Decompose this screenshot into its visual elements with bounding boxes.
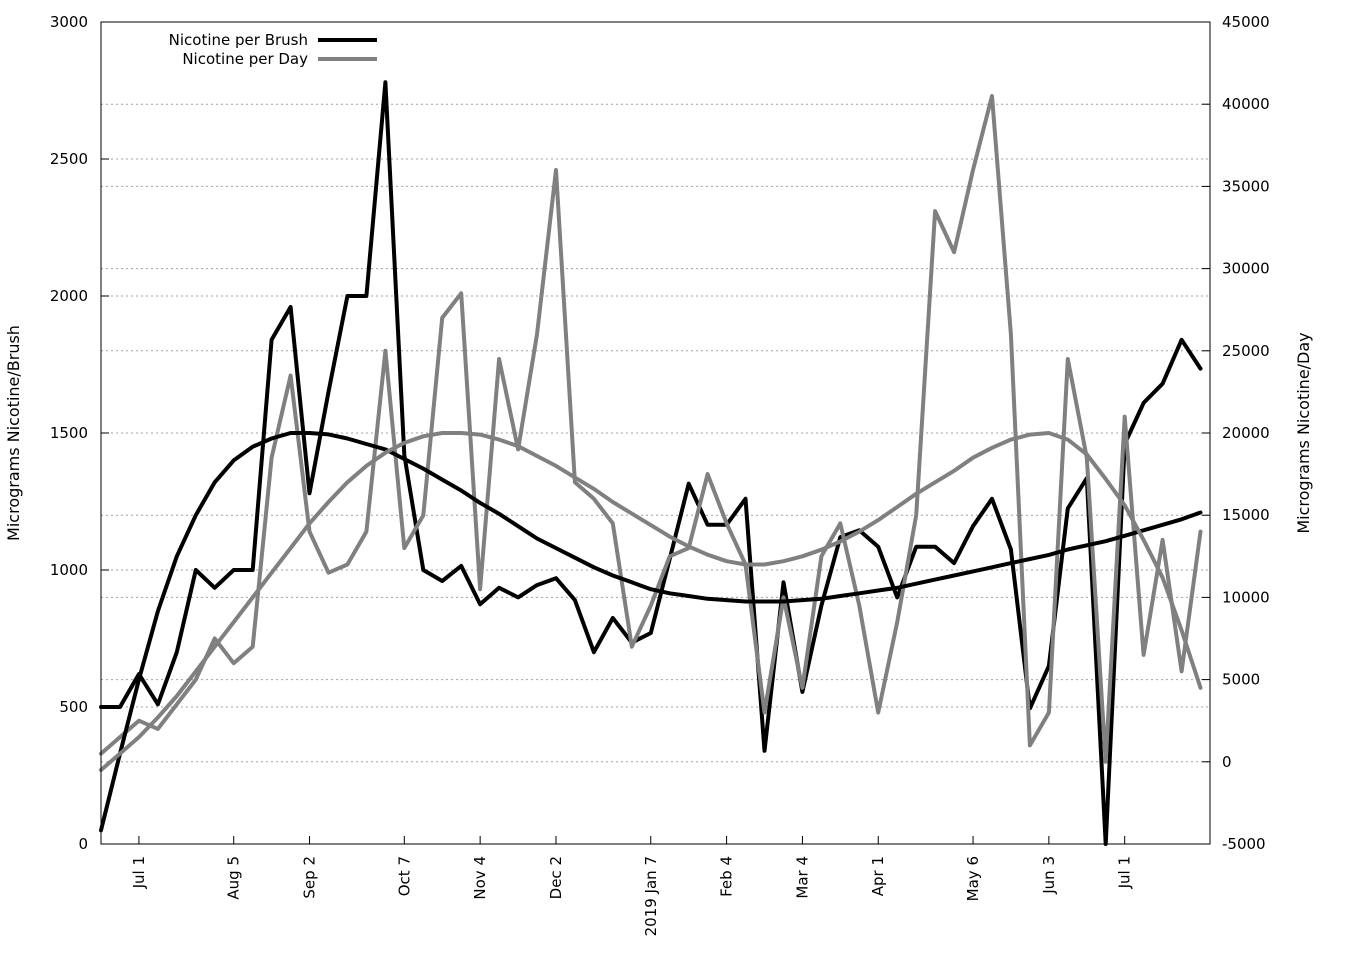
right-tick-label: 0 bbox=[1222, 753, 1232, 771]
trend-line-day bbox=[99, 431, 1203, 772]
x-tick-label: 2019 Jan 7 bbox=[642, 856, 660, 936]
right-tick-label: -5000 bbox=[1222, 835, 1266, 853]
right-tick-label: 20000 bbox=[1222, 424, 1270, 442]
legend-label-day: Nicotine per Day bbox=[182, 50, 308, 68]
left-tick-label: 1000 bbox=[50, 561, 88, 579]
x-tick-label: Sep 2 bbox=[301, 856, 319, 899]
right-tick-label: 45000 bbox=[1222, 13, 1270, 31]
left-tick-label: 2500 bbox=[50, 150, 88, 168]
left-tick-label: 3000 bbox=[50, 13, 88, 31]
x-tick-label: Jul 1 bbox=[1116, 856, 1134, 889]
right-tick-label: 15000 bbox=[1222, 506, 1270, 524]
x-tick-label: Oct 7 bbox=[395, 856, 413, 896]
right-tick-label: 30000 bbox=[1222, 260, 1270, 278]
x-tick-label: Aug 5 bbox=[225, 856, 243, 900]
x-tick-label: Feb 4 bbox=[718, 856, 736, 897]
x-tick-label: Jul 1 bbox=[130, 856, 148, 889]
series-line-brush bbox=[99, 80, 1203, 846]
left-tick-label: 1500 bbox=[50, 424, 88, 442]
trend-line-brush bbox=[99, 431, 1203, 833]
y-axis-label-right: Micrograms Nicotine/Day bbox=[1294, 332, 1313, 533]
x-tick-label: Apr 1 bbox=[869, 856, 887, 896]
left-tick-label: 0 bbox=[78, 835, 88, 853]
right-tick-label: 25000 bbox=[1222, 342, 1270, 360]
series-line-day bbox=[99, 94, 1203, 764]
left-tick-label: 500 bbox=[59, 698, 88, 716]
x-tick-label: Nov 4 bbox=[471, 856, 489, 900]
x-axis-ticks: Jul 1 Aug 5 Sep 2 Oct 7 Nov 4 Dec 2 2019 Jan 7… bbox=[130, 836, 1134, 936]
legend: Nicotine per Brush Nicotine per Day bbox=[169, 31, 377, 68]
right-tick-label: 10000 bbox=[1222, 588, 1270, 606]
left-tick-label: 2000 bbox=[50, 287, 88, 305]
x-tick-label: Jun 3 bbox=[1040, 856, 1058, 895]
right-tick-label: 5000 bbox=[1222, 671, 1260, 689]
right-tick-label: 40000 bbox=[1222, 95, 1270, 113]
x-tick-label: May 6 bbox=[964, 856, 982, 901]
series-lines bbox=[99, 80, 1203, 846]
x-tick-label: Dec 2 bbox=[547, 856, 565, 899]
y-axis-label-left: Micrograms Nicotine/Brush bbox=[4, 325, 23, 541]
legend-label-brush: Nicotine per Brush bbox=[169, 31, 308, 49]
left-axis-ticks: 0 500 1000 1500 2000 2500 3000 bbox=[50, 13, 109, 853]
right-axis-ticks: -5000 0 5000 10000 15000 20000 25000 30000 35000… bbox=[1202, 13, 1270, 853]
x-tick-label: Mar 4 bbox=[793, 856, 811, 899]
right-tick-label: 35000 bbox=[1222, 177, 1270, 195]
